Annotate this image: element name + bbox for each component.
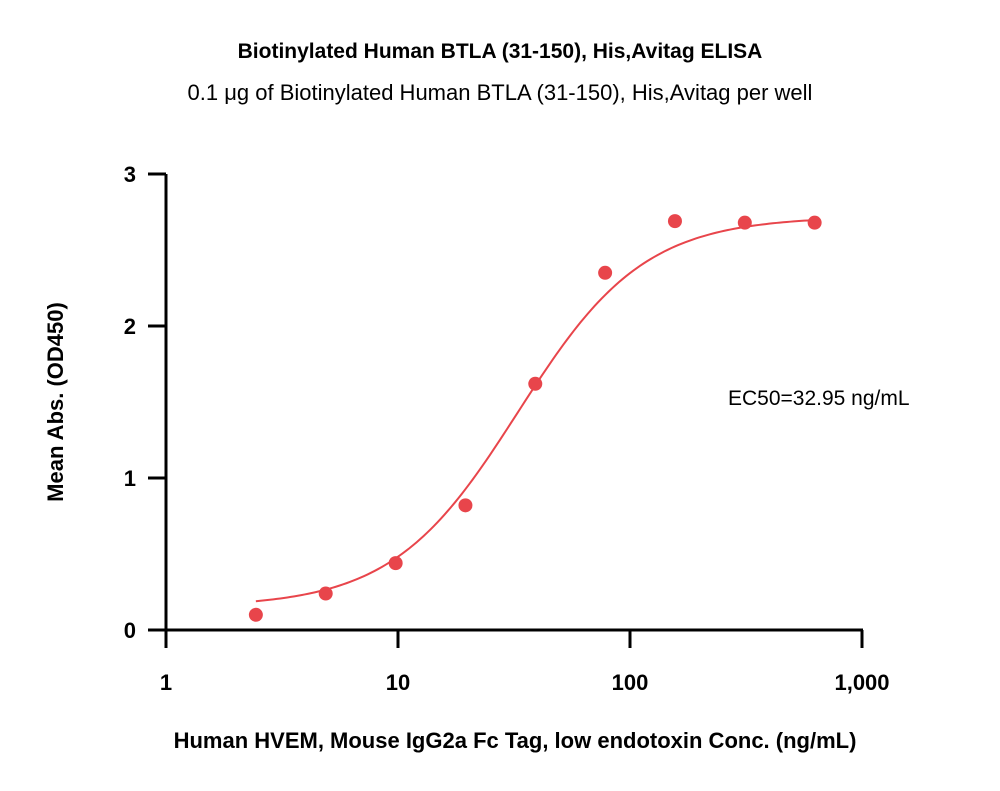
x-tick-label-10: 10 (386, 670, 410, 695)
x-tick-label-100: 100 (612, 670, 649, 695)
y-axis-label: Mean Abs. (OD450) (43, 302, 68, 502)
x-ticks: 1 10 100 1,000 (160, 630, 890, 695)
data-point (807, 215, 822, 230)
data-point (458, 498, 473, 513)
y-tick-label-3: 3 (124, 162, 136, 187)
axes (164, 174, 863, 632)
data-points (248, 214, 822, 622)
y-tick-label-2: 2 (124, 314, 136, 339)
fit-curve (255, 219, 815, 603)
data-point (528, 376, 543, 391)
x-axis-label: Human HVEM, Mouse IgG2a Fc Tag, low endo… (174, 728, 857, 753)
y-tick-label-1: 1 (124, 466, 136, 491)
chart-title: Biotinylated Human BTLA (31-150), His,Av… (238, 40, 763, 63)
data-point (737, 215, 752, 230)
y-tick-label-0: 0 (124, 618, 136, 643)
ec50-annotation: EC50=32.95 ng/mL (728, 387, 910, 410)
data-point (248, 607, 263, 622)
x-tick-label-1000: 1,000 (834, 670, 889, 695)
x-tick-label-1: 1 (160, 670, 172, 695)
chart-subtitle: 0.1 μg of Biotinylated Human BTLA (31-15… (188, 80, 813, 105)
data-point (667, 214, 682, 229)
data-point (598, 265, 613, 280)
data-point (318, 586, 333, 601)
data-point (388, 556, 403, 571)
y-ticks: 0 1 2 3 (124, 162, 166, 643)
